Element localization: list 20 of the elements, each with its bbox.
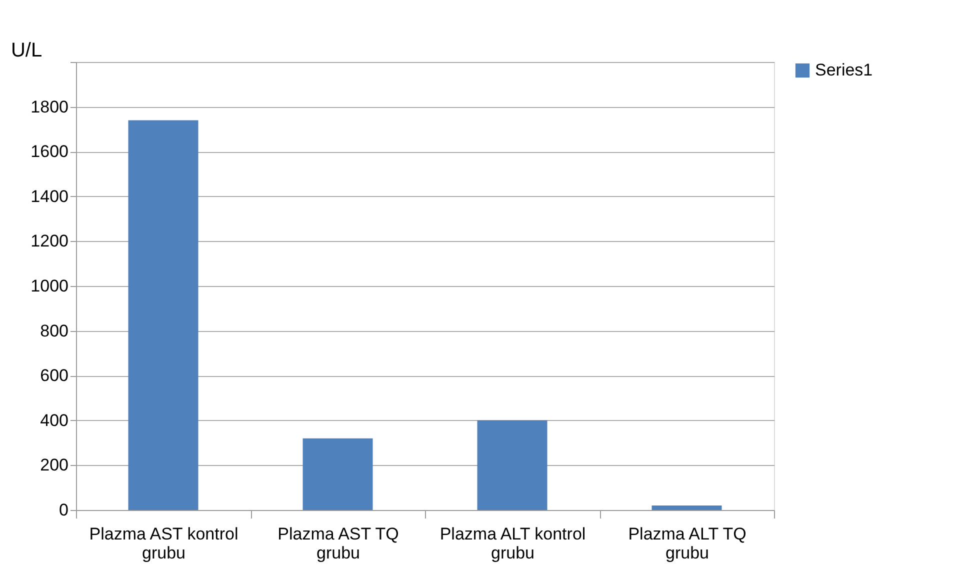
y-tick-label: 800 xyxy=(40,321,68,340)
x-tick-label: Plazma ALT TQ grubu xyxy=(628,524,746,562)
y-tick-label: 400 xyxy=(40,410,68,430)
y-tick-label: 1800 xyxy=(30,97,68,116)
bar xyxy=(477,420,548,510)
x-tick-label: Plazma ALT kontrol grubu xyxy=(440,524,586,562)
y-tick-label: 1600 xyxy=(30,142,68,162)
x-tick-label: Plazma AST TQ grubu xyxy=(278,524,399,562)
y-tick-label: 1200 xyxy=(30,232,68,251)
y-tick-label: 1000 xyxy=(30,276,68,296)
x-tick-label: Plazma AST kontrol grubu xyxy=(89,524,238,562)
y-tick-label: 600 xyxy=(40,366,68,386)
bar xyxy=(128,120,198,510)
y-tick-label: 1400 xyxy=(30,186,68,206)
y-axis-title: U/L xyxy=(10,40,42,62)
y-tick-label: 0 xyxy=(59,500,68,520)
bar xyxy=(652,506,722,510)
legend-label: Series1 xyxy=(815,60,873,80)
bar xyxy=(302,438,373,510)
y-tick-label: 200 xyxy=(40,456,68,475)
